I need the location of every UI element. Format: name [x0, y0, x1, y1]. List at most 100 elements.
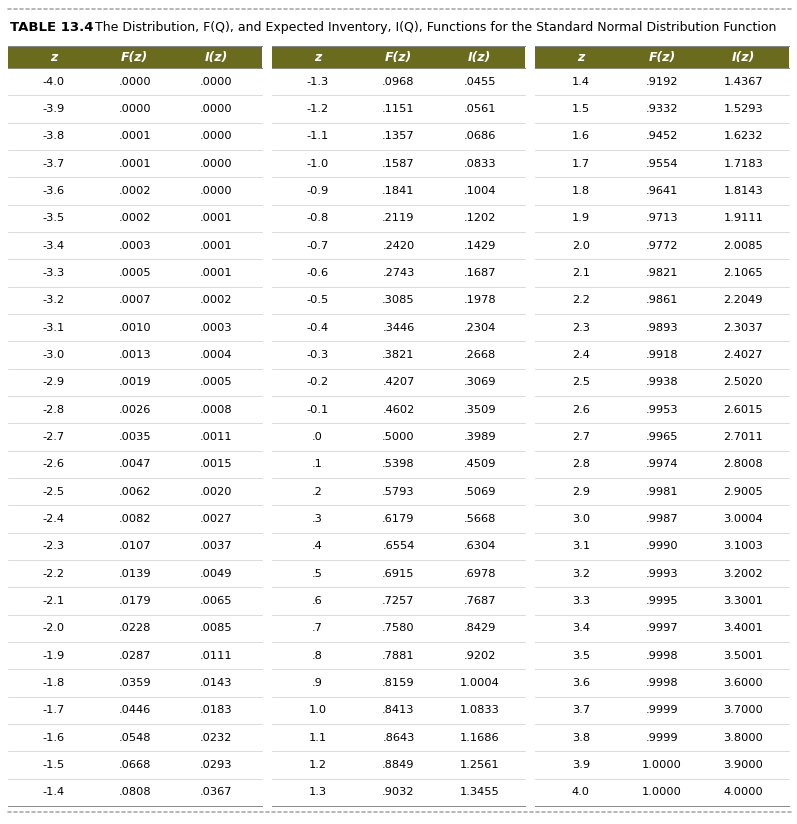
Text: -2.2: -2.2 [43, 569, 65, 578]
Text: .0808: .0808 [119, 788, 151, 798]
Text: z: z [577, 50, 585, 63]
Text: 3.1: 3.1 [572, 541, 590, 551]
Text: 1.7: 1.7 [572, 159, 590, 169]
Bar [8, 46, 261, 68]
Text: 2.6015: 2.6015 [724, 405, 764, 414]
Text: -3.1: -3.1 [42, 323, 65, 333]
Text: .0035: .0035 [119, 432, 151, 442]
Text: .8429: .8429 [464, 623, 496, 634]
Text: 1.1: 1.1 [308, 733, 327, 742]
Text: .0548: .0548 [119, 733, 151, 742]
Text: .0001: .0001 [200, 268, 232, 278]
Text: I(z): I(z) [732, 50, 755, 63]
Text: .2: .2 [312, 487, 323, 497]
Text: -2.5: -2.5 [42, 487, 65, 497]
Text: .0026: .0026 [119, 405, 151, 414]
Text: 3.8000: 3.8000 [724, 733, 764, 742]
Text: .4509: .4509 [463, 459, 496, 470]
Text: The Distribution, F(Q), and Expected Inventory, I(Q), Functions for the Standard: The Distribution, F(Q), and Expected Inv… [95, 21, 776, 34]
Text: .0232: .0232 [200, 733, 232, 742]
Text: .8: .8 [312, 651, 323, 661]
Text: .9998: .9998 [646, 651, 678, 661]
Text: .6978: .6978 [463, 569, 496, 578]
Text: .6915: .6915 [383, 569, 414, 578]
Text: .0085: .0085 [200, 623, 232, 634]
Text: .1357: .1357 [383, 131, 414, 142]
Text: .9332: .9332 [646, 104, 678, 114]
Text: .6: .6 [312, 596, 323, 606]
Text: 1.2561: 1.2561 [460, 760, 500, 770]
Text: 1.6232: 1.6232 [724, 131, 763, 142]
Text: 2.1065: 2.1065 [724, 268, 764, 278]
Text: TABLE 13.4: TABLE 13.4 [10, 21, 93, 34]
Text: .0049: .0049 [200, 569, 232, 578]
Text: .2668: .2668 [464, 350, 496, 360]
Text: -1.0: -1.0 [306, 159, 328, 169]
Text: F(z): F(z) [649, 50, 676, 63]
Text: .0062: .0062 [119, 487, 151, 497]
Text: -0.1: -0.1 [306, 405, 328, 414]
Text: .8159: .8159 [383, 678, 414, 688]
Text: 2.9: 2.9 [572, 487, 590, 497]
Text: .3: .3 [312, 514, 323, 524]
Text: 3.8: 3.8 [572, 733, 590, 742]
Text: -0.9: -0.9 [306, 186, 328, 196]
Text: .3085: .3085 [383, 295, 414, 306]
Text: 2.2049: 2.2049 [724, 295, 763, 306]
Text: .2119: .2119 [383, 213, 414, 223]
Text: .5793: .5793 [383, 487, 414, 497]
Text: -1.4: -1.4 [42, 788, 65, 798]
Text: -2.7: -2.7 [42, 432, 65, 442]
Text: 3.1003: 3.1003 [724, 541, 764, 551]
Text: .9995: .9995 [646, 596, 678, 606]
Text: F(z): F(z) [385, 50, 412, 63]
Text: -2.9: -2.9 [42, 377, 65, 387]
Text: .9: .9 [312, 678, 323, 688]
Text: 3.0004: 3.0004 [724, 514, 764, 524]
Text: .0293: .0293 [200, 760, 232, 770]
Text: -1.9: -1.9 [42, 651, 65, 661]
Text: .9953: .9953 [646, 405, 678, 414]
Text: -2.1: -2.1 [42, 596, 65, 606]
Text: 1.7183: 1.7183 [724, 159, 764, 169]
Text: .7881: .7881 [383, 651, 414, 661]
Text: -2.4: -2.4 [43, 514, 65, 524]
Text: .7: .7 [312, 623, 323, 634]
Text: 3.3: 3.3 [572, 596, 590, 606]
Text: 1.0000: 1.0000 [642, 760, 682, 770]
Text: .8413: .8413 [383, 705, 414, 715]
Text: F(z): F(z) [121, 50, 148, 63]
Text: .9987: .9987 [646, 514, 678, 524]
Text: .0020: .0020 [200, 487, 232, 497]
Text: 1.3: 1.3 [308, 788, 327, 798]
Text: .0013: .0013 [119, 350, 151, 360]
Text: .0007: .0007 [119, 295, 151, 306]
Text: -1.1: -1.1 [306, 131, 328, 142]
Text: .0000: .0000 [200, 131, 232, 142]
Text: .7580: .7580 [383, 623, 414, 634]
Text: .0001: .0001 [200, 213, 232, 223]
Text: .0561: .0561 [463, 104, 496, 114]
Text: .0359: .0359 [119, 678, 151, 688]
Text: .0000: .0000 [119, 77, 151, 87]
Text: .2304: .2304 [464, 323, 496, 333]
Text: 3.3001: 3.3001 [724, 596, 764, 606]
Text: -3.0: -3.0 [42, 350, 65, 360]
Text: .7687: .7687 [463, 596, 496, 606]
Text: .1004: .1004 [463, 186, 496, 196]
Text: -3.2: -3.2 [42, 295, 65, 306]
Text: .0143: .0143 [200, 678, 232, 688]
Text: 1.1686: 1.1686 [460, 733, 500, 742]
Text: 1.4367: 1.4367 [724, 77, 764, 87]
Text: .0686: .0686 [464, 131, 496, 142]
Text: -3.9: -3.9 [42, 104, 65, 114]
Text: -1.5: -1.5 [42, 760, 65, 770]
Text: .4207: .4207 [383, 377, 414, 387]
Text: .0004: .0004 [200, 350, 232, 360]
Text: -3.7: -3.7 [42, 159, 65, 169]
Text: .0047: .0047 [119, 459, 151, 470]
Text: .0002: .0002 [119, 186, 151, 196]
Text: .9452: .9452 [646, 131, 678, 142]
Text: .0005: .0005 [119, 268, 151, 278]
Text: .0082: .0082 [119, 514, 151, 524]
